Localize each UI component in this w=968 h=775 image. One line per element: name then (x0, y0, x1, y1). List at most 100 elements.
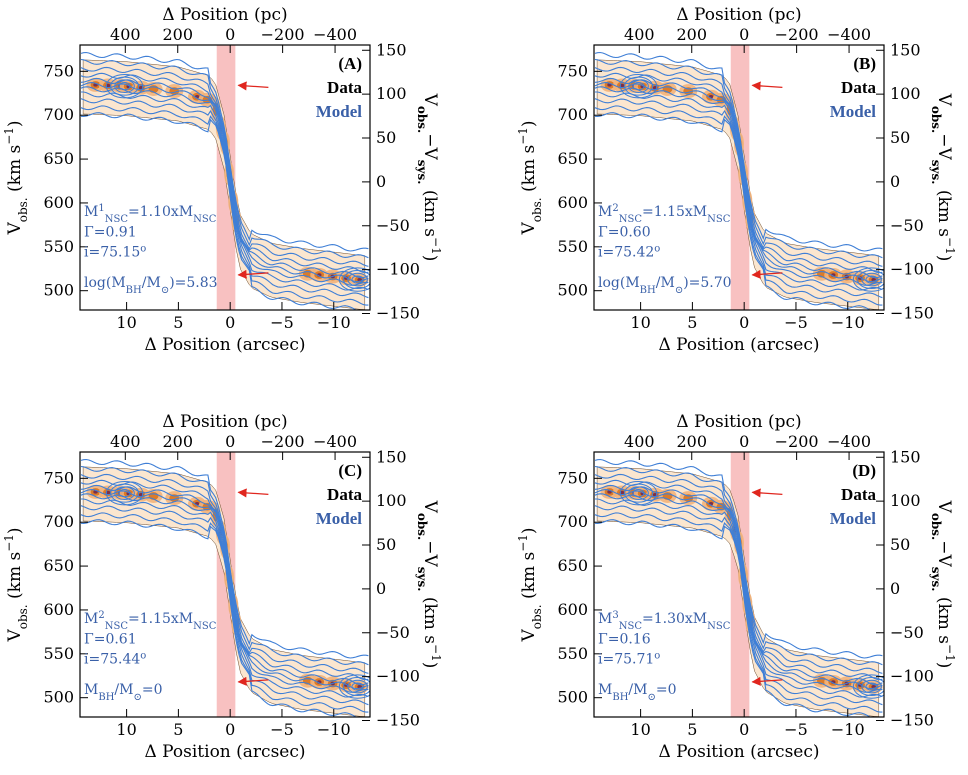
red-arrow (751, 676, 783, 686)
red-arrow (237, 676, 269, 686)
top-tick-label: −200 (775, 25, 819, 44)
top-tick-label: 200 (162, 432, 193, 451)
y-right-tick-label: −50 (890, 623, 924, 642)
legend-model: Model (316, 509, 363, 528)
y-right-tick-label: −50 (376, 216, 410, 235)
y-tick-label: 750 (43, 61, 74, 80)
y-tick-label: 700 (557, 512, 588, 531)
top-tick-label: 200 (162, 25, 193, 44)
model-peak-contour (624, 76, 654, 96)
parameter-annotation: MBH/M⊙=0 (598, 682, 677, 703)
y-right-tick-label: 150 (890, 447, 921, 466)
x-tick-label: 0 (225, 720, 235, 739)
x-tick-label: −5 (784, 313, 808, 332)
model-contour (80, 458, 369, 659)
y-axis-label: Vobs. (km s−1) (2, 527, 30, 642)
y-tick-label: 550 (557, 237, 588, 256)
legend-data: Data (327, 485, 362, 504)
top-axis-label: Δ Position (pc) (162, 5, 287, 25)
y-right-tick-label: −150 (376, 711, 420, 730)
panel-label: (C) (338, 461, 362, 480)
model-peak-contour (628, 486, 649, 500)
parameter-annotation: i=75.42o (598, 243, 660, 261)
legend-data: Data (841, 485, 876, 504)
y-tick-label: 600 (557, 193, 588, 212)
model-peak-contour (619, 73, 658, 99)
y-right-tick-label: 100 (890, 491, 921, 510)
plot-area (80, 45, 370, 310)
model-peak-contour (632, 82, 645, 91)
y-tick-label: 500 (43, 281, 74, 300)
top-tick-label: 400 (110, 432, 141, 451)
y-right-axis-label: Vobs.−Vsys. (km s−1) (929, 500, 957, 669)
parameter-annotation: M2NSC=1.15xMNSC (84, 610, 217, 632)
model-contour (80, 82, 369, 283)
legend-model: Model (316, 102, 363, 121)
y-tick-label: 500 (557, 281, 588, 300)
x-tick-label: 0 (739, 313, 749, 332)
model-peak-contour (114, 79, 135, 93)
red-arrow (237, 488, 269, 498)
x-tick-label: 5 (687, 313, 697, 332)
model-peak-contour (110, 483, 140, 503)
model-peak-contour (624, 483, 654, 503)
x-tick-label: −10 (317, 313, 351, 332)
parameter-annotation: MBH/M⊙=0 (84, 682, 163, 703)
y-axis-label: Vobs. (km s−1) (516, 120, 544, 235)
top-tick-label: −200 (775, 432, 819, 451)
model-contour (594, 519, 883, 717)
y-right-tick-label: 150 (376, 447, 407, 466)
parameter-annotation: i=75.71o (598, 650, 660, 668)
red-arrow (751, 269, 783, 279)
y-tick-label: 750 (557, 468, 588, 487)
y-right-tick-label: 0 (890, 172, 900, 191)
model-peak-contour (632, 489, 645, 498)
panel-label: (B) (853, 54, 876, 73)
plot-area (594, 452, 884, 717)
model-peak-contour (110, 76, 140, 96)
model-peak-contour (861, 272, 882, 287)
y-tick-label: 750 (557, 61, 588, 80)
model-contour (80, 58, 369, 259)
y-right-tick-label: 50 (890, 535, 910, 554)
y-tick-label: 650 (557, 556, 588, 575)
plot-frame (593, 451, 885, 718)
model-contour (80, 519, 369, 717)
y-right-tick-label: 0 (376, 172, 386, 191)
x-tick-label: 0 (225, 313, 235, 332)
x-tick-label: −10 (831, 313, 865, 332)
x-tick-label: 5 (173, 720, 183, 739)
model-contour (594, 465, 883, 666)
top-axis-label: Δ Position (pc) (676, 412, 801, 432)
y-right-tick-label: −50 (890, 216, 924, 235)
x-axis-label: Δ Position (arcsec) (658, 335, 819, 355)
top-tick-label: 400 (624, 432, 655, 451)
x-axis-label: Δ Position (arcsec) (658, 742, 819, 762)
top-tick-label: −400 (827, 25, 871, 44)
model-contour (594, 489, 883, 690)
plot-frame (593, 44, 885, 311)
y-right-tick-label: −150 (890, 711, 934, 730)
y-tick-label: 650 (43, 556, 74, 575)
parameter-annotation: Γ=0.60 (598, 224, 651, 240)
top-tick-label: 0 (225, 432, 235, 451)
model-contour (594, 58, 883, 259)
y-tick-label: 600 (43, 193, 74, 212)
x-tick-label: 10 (630, 720, 650, 739)
top-tick-label: 0 (225, 25, 235, 44)
model-peak-contour (347, 679, 368, 694)
x-tick-label: 10 (116, 313, 136, 332)
top-tick-label: −400 (827, 432, 871, 451)
y-right-tick-label: −100 (890, 260, 934, 279)
parameter-annotation: Γ=0.61 (84, 631, 137, 647)
model-peak-contour (118, 82, 131, 91)
y-tick-label: 600 (557, 600, 588, 619)
y-tick-label: 500 (557, 688, 588, 707)
y-right-tick-label: 50 (890, 128, 910, 147)
red-arrow (237, 81, 269, 91)
model-peak-contour (105, 480, 144, 506)
model-contour (80, 465, 369, 666)
parameter-annotation: M3NSC=1.30xMNSC (598, 610, 731, 632)
model-contour (80, 51, 369, 252)
